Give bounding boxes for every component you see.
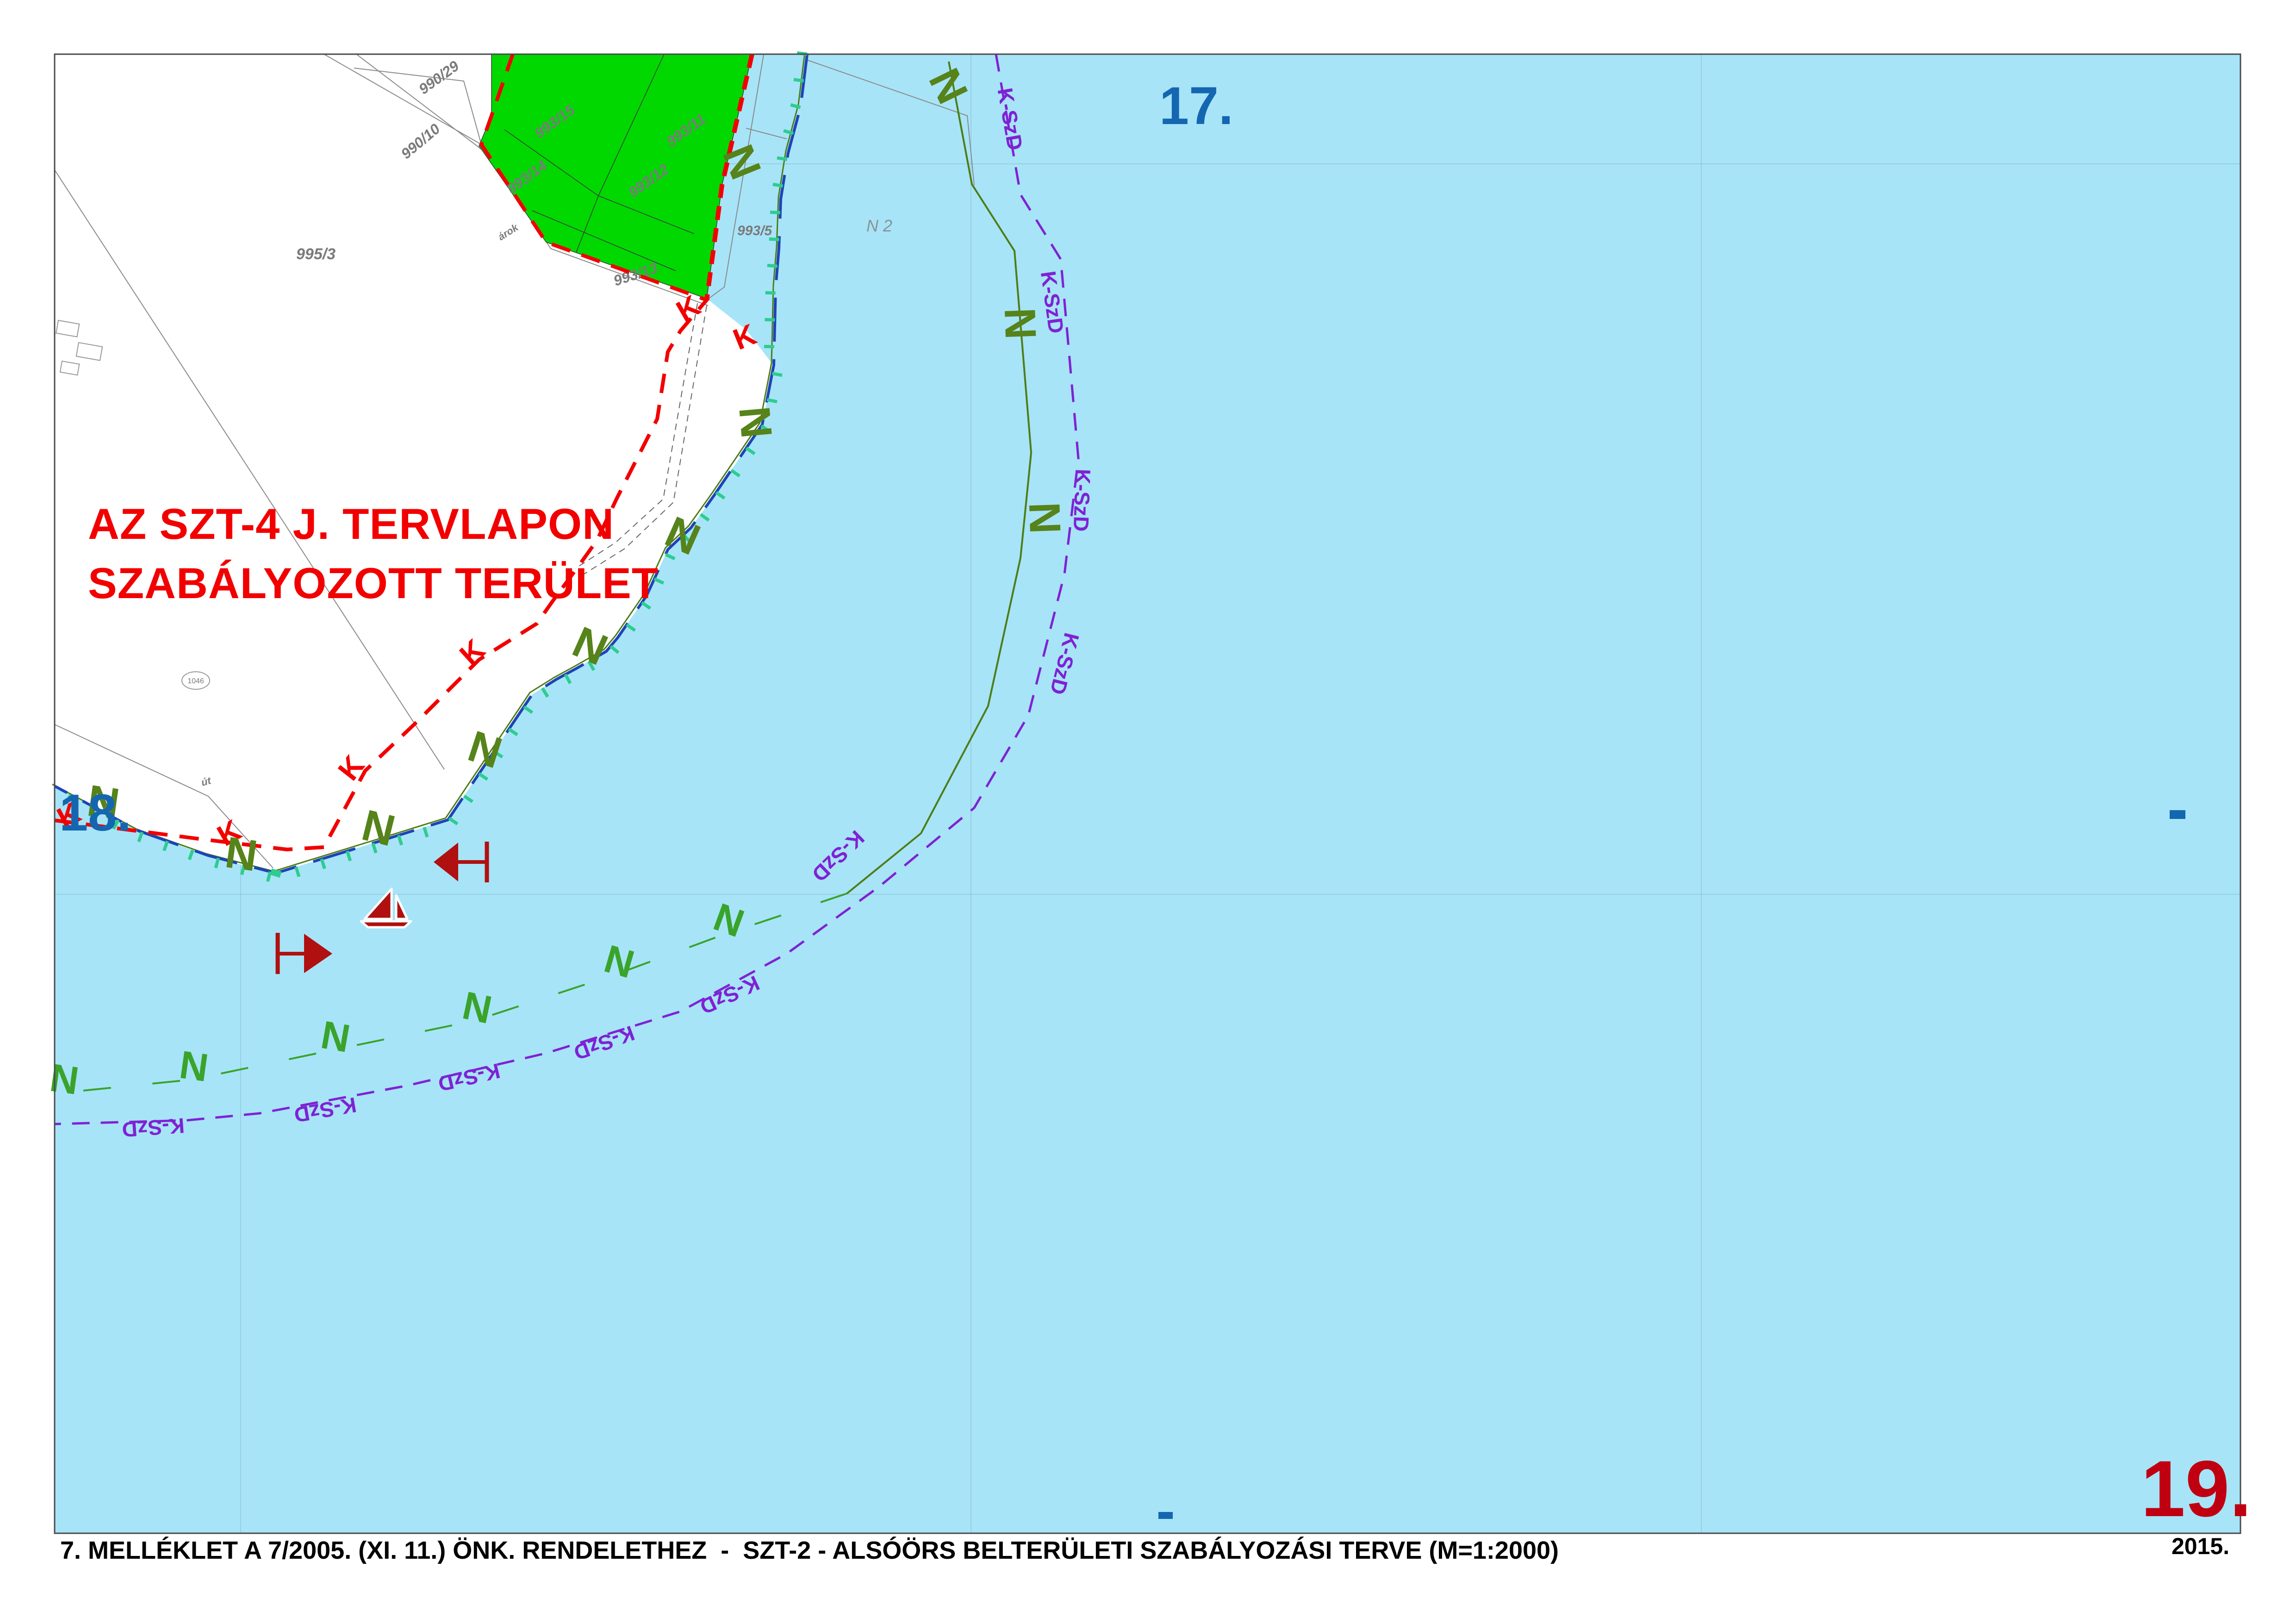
sheet-join-mark: [1158, 1512, 1173, 1519]
shoreline-tick: [641, 601, 652, 610]
shoreline-tick: [682, 533, 692, 543]
adjacent-sheet-number-17: 17.: [1159, 76, 1233, 136]
parcel-label-993-5: 993/5: [737, 223, 772, 238]
sailboat-icon-sail1: [363, 887, 393, 920]
kszd-boundary-line: [54, 54, 1080, 1125]
map-frame: [54, 53, 2241, 1534]
parcel-label-995-3: 995/3: [296, 245, 336, 263]
regulation-line-red-edge: [704, 53, 754, 300]
adjacent-sheet-number-18: 18.: [59, 784, 131, 842]
cadastral-boundary-line: [354, 68, 482, 145]
shoreline-tick: [783, 129, 794, 135]
shoreline-tick: [767, 263, 778, 268]
legal-shoreline: [54, 54, 809, 875]
n-zone-letter: N: [1020, 501, 1070, 535]
cadastral-boundary-line: [746, 128, 787, 139]
shoreline-tick: [493, 750, 504, 759]
shoreline-tick: [745, 446, 756, 456]
shoreline-tick: [478, 772, 489, 781]
regulation-line-red: [54, 53, 710, 852]
shoreline-tick: [88, 806, 96, 818]
open-water-zone-label: N 2: [866, 216, 892, 235]
year-label: 2015.: [2172, 1533, 2230, 1559]
sailboat-icon-hull: [360, 920, 412, 929]
shoreline-tick: [772, 182, 784, 188]
sheet-number-19: 19.: [2141, 1444, 2252, 1533]
shoreline-tick: [564, 674, 572, 684]
shoreline-tick: [766, 398, 778, 404]
shoreline-tick: [699, 513, 710, 522]
shoreline-tick: [463, 794, 473, 803]
parcel-subdivision-line: [532, 210, 676, 271]
kszd-zone-label: K-SzD: [1069, 468, 1095, 532]
shoreline-tick: [541, 687, 549, 698]
shoreline-tick: [587, 660, 596, 671]
shoreline-tick: [240, 864, 246, 875]
shoreline-tick: [162, 840, 169, 851]
cadastral-boundary-line: [706, 54, 764, 300]
pier-arrow-left-icon: [434, 843, 458, 881]
shoreline-tick: [523, 705, 534, 714]
shoreline-tick: [320, 858, 326, 869]
sailboat-icon-sail2: [395, 894, 409, 920]
n-zone-letter: N: [47, 1056, 81, 1103]
building-footprint: [59, 360, 80, 376]
shoreline-tick: [665, 553, 676, 561]
shoreline-tick: [777, 156, 788, 161]
shoreline-tick: [346, 850, 352, 862]
shoreline-tick: [730, 468, 741, 478]
shoreline-tick: [397, 835, 404, 846]
shoreline-tick: [137, 831, 144, 843]
map-title-caption: 7. MELLÉKLET A 7/2005. (XI. 11.) ÖNK. RE…: [60, 1537, 1559, 1564]
shoreline-tick: [448, 817, 459, 825]
shoreline-tick: [64, 794, 73, 805]
shoreline-tick: [653, 577, 665, 585]
survey-point-circle: [181, 671, 210, 690]
n-zone-letter: N: [995, 307, 1045, 340]
n-zone-letter: N: [84, 776, 123, 829]
pier-arrow-right-icon: [304, 934, 332, 973]
shoreline-tick: [508, 728, 518, 737]
cadastral-boundary-line: [54, 169, 445, 770]
shoreline-tick: [760, 424, 771, 433]
shoreline-tick: [790, 103, 801, 109]
shoreline-tick: [772, 372, 783, 377]
shoreline-tick: [423, 826, 429, 838]
building-footprint: [75, 342, 103, 361]
regulated-area-note-line1: AZ SZT-4 J. TERVLAPON: [88, 500, 614, 548]
building-footprint: [55, 319, 80, 337]
n-zone-letter: N: [729, 404, 781, 440]
cadastral-boundary-line: [807, 60, 975, 186]
n-zone-letter: N: [222, 828, 261, 881]
n-zone-letter: N: [177, 1043, 211, 1090]
shoreline-tick: [610, 645, 620, 654]
shoreline-tick: [764, 344, 775, 349]
footpath-dashed-line: [584, 305, 707, 575]
shoreline-tick: [715, 491, 726, 500]
shoreline-tick: [214, 857, 220, 868]
kszd-zone-label: K-SzD: [121, 1113, 186, 1142]
shoreline-tick: [371, 843, 378, 854]
shore-vegetation-line: [52, 52, 806, 872]
sheet-join-mark: [2170, 810, 2185, 819]
shoreline-tick: [112, 819, 120, 830]
shoreline-vertex-marker: [270, 868, 282, 878]
shoreline-tick: [765, 318, 775, 322]
shoreline-tick: [793, 78, 804, 83]
survey-point-label: 1046: [187, 677, 204, 685]
shoreline-tick: [187, 849, 194, 861]
shoreline-tick: [294, 866, 301, 877]
shoreline-tick: [626, 623, 636, 632]
shoreline-tick: [266, 871, 272, 882]
parcel-subdivision-line: [576, 54, 665, 253]
regulated-area-note-line2: SZABÁLYOZOTT TERÜLET: [88, 559, 659, 607]
reed-zone-boundary-line: [846, 61, 1033, 894]
